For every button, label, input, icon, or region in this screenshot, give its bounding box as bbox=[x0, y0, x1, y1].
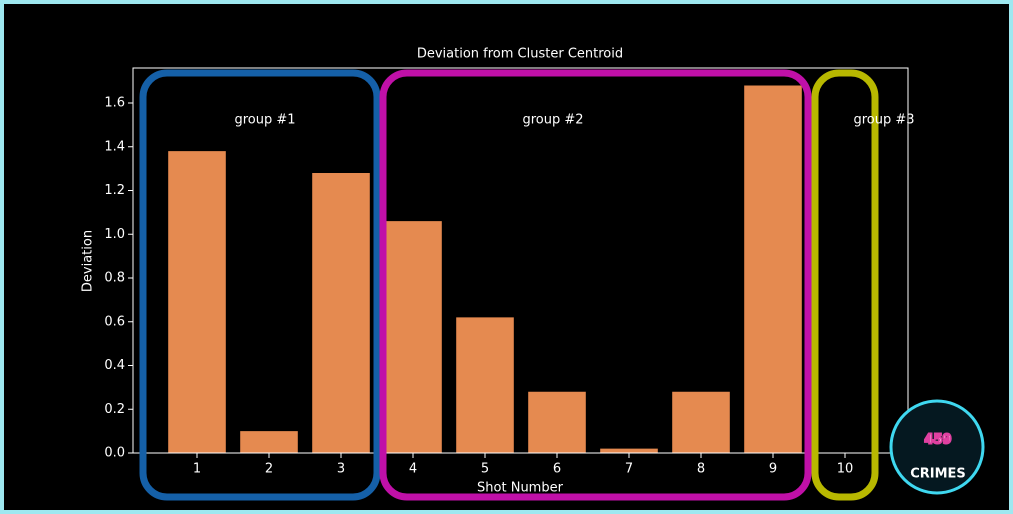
bar bbox=[744, 85, 802, 453]
y-tick-label: 0.8 bbox=[104, 271, 125, 286]
y-tick-label: 0.2 bbox=[104, 402, 125, 417]
x-tick-label: 5 bbox=[481, 462, 489, 477]
bar bbox=[240, 431, 298, 453]
x-tick-label: 6 bbox=[553, 462, 561, 477]
x-tick-label: 3 bbox=[337, 462, 345, 477]
bar bbox=[672, 391, 730, 453]
bar bbox=[456, 317, 514, 453]
x-tick-label: 8 bbox=[697, 462, 705, 477]
group-label: group #2 bbox=[522, 113, 583, 128]
y-tick-label: 0.4 bbox=[104, 358, 125, 373]
plot-frame bbox=[132, 67, 909, 454]
y-tick-label: 1.4 bbox=[104, 139, 125, 154]
x-tick-label: 1 bbox=[193, 462, 201, 477]
x-axis-label: Shot Number bbox=[477, 481, 564, 496]
group-label: group #3 bbox=[853, 113, 914, 128]
y-tick-label: 0.0 bbox=[104, 446, 125, 461]
y-tick-label: 1.6 bbox=[104, 96, 125, 111]
bar bbox=[168, 151, 226, 453]
x-tick-label: 10 bbox=[837, 462, 854, 477]
bar bbox=[312, 173, 370, 453]
logo-number: 459 bbox=[924, 433, 951, 448]
bar bbox=[528, 391, 586, 453]
x-tick-label: 4 bbox=[409, 462, 417, 477]
y-tick-label: 1.2 bbox=[104, 183, 125, 198]
logo-ring bbox=[889, 399, 985, 495]
bar bbox=[600, 448, 658, 453]
bar bbox=[384, 221, 442, 453]
y-tick-label: 1.0 bbox=[104, 227, 125, 242]
x-tick-label: 9 bbox=[769, 462, 777, 477]
group-label: group #1 bbox=[234, 113, 295, 128]
logo: 459 CRIMES bbox=[889, 399, 985, 495]
group-box bbox=[811, 69, 879, 501]
y-axis-label: Deviation bbox=[81, 230, 96, 292]
chart-title: Deviation from Cluster Centroid bbox=[417, 47, 623, 62]
group-box bbox=[379, 69, 812, 501]
logo-text: CRIMES bbox=[910, 467, 966, 482]
x-tick-label: 7 bbox=[625, 462, 633, 477]
group-box bbox=[139, 69, 381, 501]
x-tick-label: 2 bbox=[265, 462, 273, 477]
y-tick-label: 0.6 bbox=[104, 314, 125, 329]
